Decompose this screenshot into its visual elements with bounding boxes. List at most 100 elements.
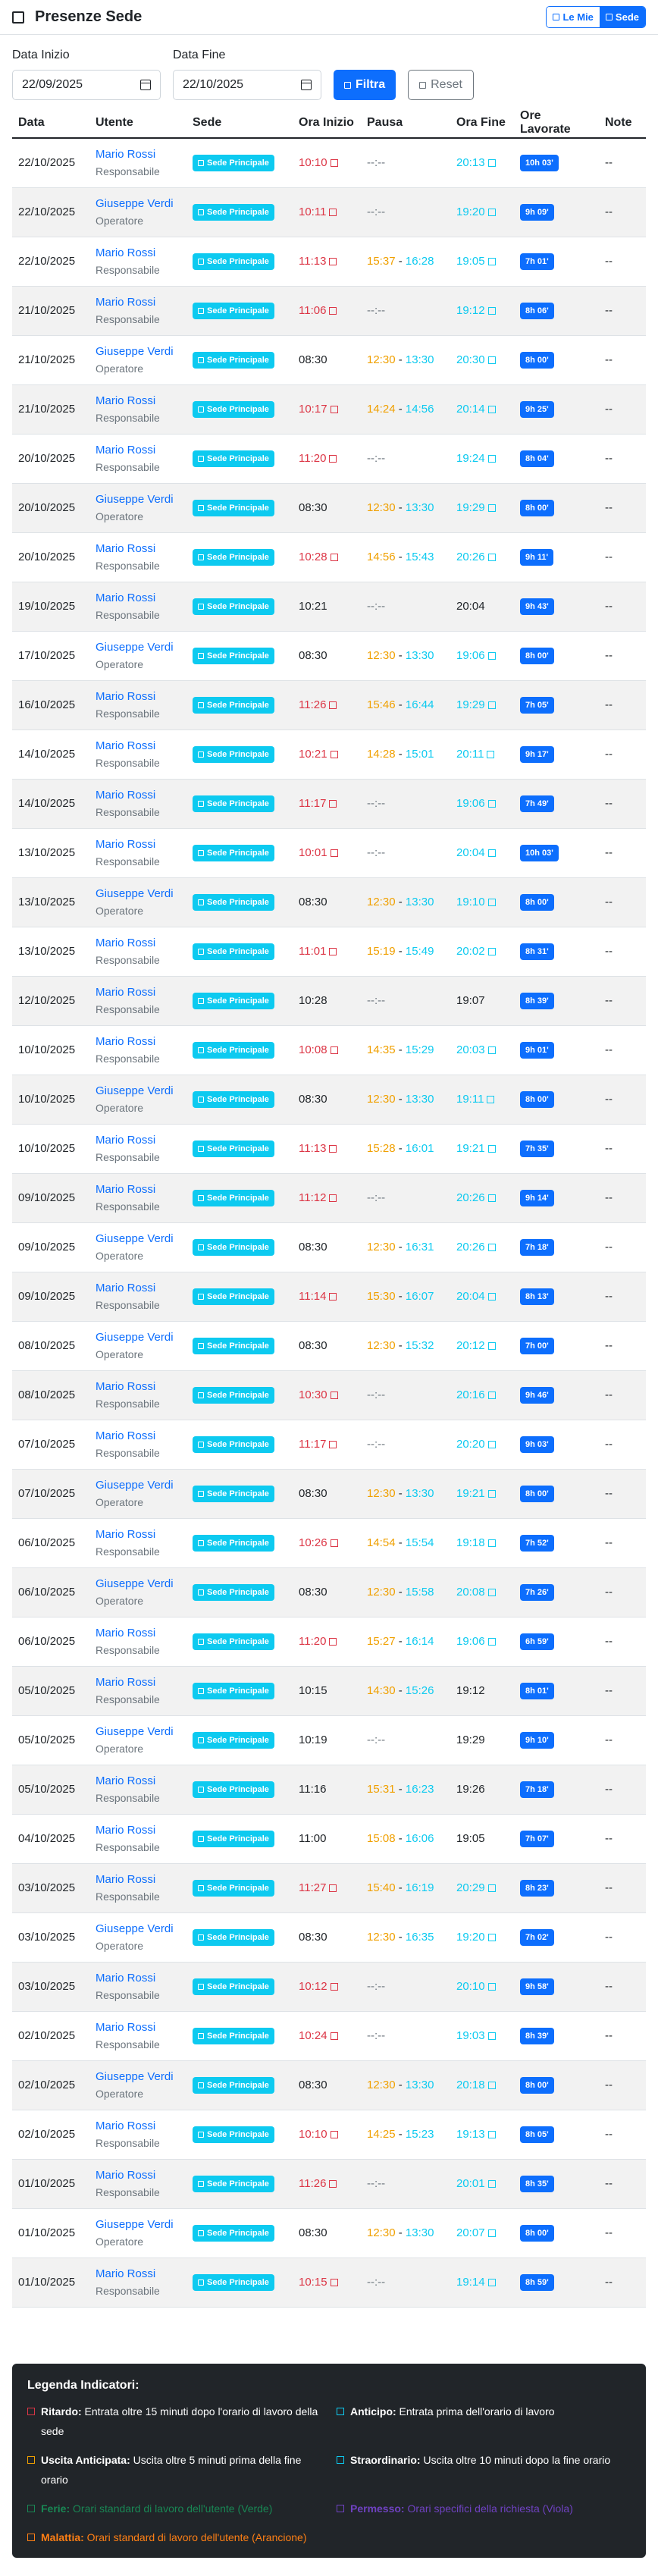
column-header[interactable]: Sede [186, 108, 293, 139]
user-name-link[interactable]: Giuseppe Verdi [96, 1232, 174, 1245]
user-name-link[interactable]: Giuseppe Verdi [96, 2070, 174, 2083]
user-name-link[interactable]: Mario Rossi [96, 1676, 156, 1689]
toggle-site-button[interactable]: Sede [599, 7, 645, 27]
user-name-link[interactable]: Mario Rossi [96, 1282, 156, 1294]
user-name-link[interactable]: Mario Rossi [96, 1824, 156, 1837]
late-indicator-icon [330, 406, 338, 413]
user-name-link[interactable]: Mario Rossi [96, 1380, 156, 1393]
user-cell: Mario Rossi Responsabile [89, 1962, 186, 2012]
user-name-link[interactable]: Mario Rossi [96, 1873, 156, 1886]
user-name-link[interactable]: Giuseppe Verdi [96, 887, 174, 900]
building-icon [198, 1145, 204, 1152]
pause-cell: 15:30 - 16:07 [361, 1272, 450, 1322]
user-name-link[interactable]: Mario Rossi [96, 838, 156, 851]
calendar-icon[interactable] [140, 80, 151, 90]
note-cell: -- [599, 730, 646, 780]
table-row: 22/10/2025 Giuseppe Verdi Operatore Sede Pr… [12, 187, 646, 237]
end-time-cell: 19:24 [450, 434, 514, 484]
user-name-link[interactable]: Mario Rossi [96, 1972, 156, 1985]
user-name-link[interactable]: Mario Rossi [96, 1627, 156, 1639]
note-cell: -- [599, 187, 646, 237]
pause-start: 15:30 [367, 1290, 396, 1303]
column-header[interactable]: Ora Fine [450, 108, 514, 139]
column-header[interactable]: Data [12, 108, 89, 139]
user-name-link[interactable]: Mario Rossi [96, 1134, 156, 1147]
pause-end: 16:19 [405, 1881, 434, 1894]
start-date-input[interactable]: 22/09/2025 [12, 70, 161, 100]
user-name-link[interactable]: Giuseppe Verdi [96, 2218, 174, 2231]
column-header[interactable]: Ora Inizio [293, 108, 361, 139]
user-name-link[interactable]: Giuseppe Verdi [96, 641, 174, 654]
user-name-link[interactable]: Mario Rossi [96, 148, 156, 162]
column-header[interactable]: Pausa [361, 108, 450, 139]
toggle-mine-button[interactable]: Le Mie [547, 7, 600, 27]
indicator-square-icon [27, 2407, 35, 2415]
user-name-link[interactable]: Giuseppe Verdi [96, 1922, 174, 1935]
user-name-link[interactable]: Mario Rossi [96, 444, 156, 457]
filter-button[interactable]: Filtra [334, 70, 396, 100]
column-header[interactable]: Ore Lavorate [514, 108, 599, 139]
table-body: 22/10/2025 Mario Rossi Responsabile Sede Pr… [12, 138, 646, 2308]
user-name-link[interactable]: Giuseppe Verdi [96, 197, 174, 210]
user-name-link[interactable]: Mario Rossi [96, 739, 156, 752]
user-name-link[interactable]: Giuseppe Verdi [96, 493, 174, 506]
pause-empty: --:-- [367, 797, 386, 810]
user-name-link[interactable]: Mario Rossi [96, 296, 156, 309]
hours-cell: 8h 05' [514, 2110, 599, 2160]
user-name-link[interactable]: Mario Rossi [96, 1774, 156, 1787]
late-indicator-icon [330, 1046, 338, 1054]
user-name-link[interactable]: Mario Rossi [96, 394, 156, 407]
site-cell: Sede Principale [186, 138, 293, 188]
building-icon [198, 258, 204, 265]
date-cell: 20/10/2025 [12, 483, 89, 533]
user-name-link[interactable]: Giuseppe Verdi [96, 1725, 174, 1738]
user-name-link[interactable]: Mario Rossi [96, 937, 156, 949]
user-cell: Mario Rossi Responsabile [89, 384, 186, 435]
user-name-link[interactable]: Mario Rossi [96, 246, 156, 259]
user-name-link[interactable]: Giuseppe Verdi [96, 345, 174, 358]
calendar-icon[interactable] [301, 80, 312, 90]
user-name-link[interactable]: Giuseppe Verdi [96, 1331, 174, 1344]
user-name-link[interactable]: Mario Rossi [96, 2267, 156, 2280]
user-name-link[interactable]: Mario Rossi [96, 2119, 156, 2132]
user-name-link[interactable]: Mario Rossi [96, 690, 156, 703]
site-cell: Sede Principale [186, 779, 293, 829]
reset-button-label: Reset [431, 78, 462, 91]
hours-badge: 9h 03' [520, 1435, 554, 1453]
start-time: 10:28 [299, 994, 327, 1007]
end-time: 20:14 [456, 403, 485, 416]
user-name-link[interactable]: Mario Rossi [96, 1183, 156, 1196]
column-header[interactable]: Utente [89, 108, 186, 139]
note-cell: -- [599, 2060, 646, 2110]
user-name-link[interactable]: Mario Rossi [96, 2169, 156, 2182]
user-name-link[interactable]: Giuseppe Verdi [96, 1479, 174, 1492]
user-name-link[interactable]: Mario Rossi [96, 1429, 156, 1442]
user-name-link[interactable]: Mario Rossi [96, 591, 156, 604]
user-name-link[interactable]: Mario Rossi [96, 1035, 156, 1048]
user-role: Responsabile [96, 461, 160, 473]
pause-separator: - [395, 748, 406, 761]
start-time-cell: 11:16 [293, 1765, 361, 1815]
pause-end: 15:29 [405, 1043, 434, 1056]
date-cell: 16/10/2025 [12, 680, 89, 730]
user-name-link[interactable]: Mario Rossi [96, 789, 156, 802]
user-name-link[interactable]: Giuseppe Verdi [96, 1084, 174, 1097]
user-name-link[interactable]: Mario Rossi [96, 542, 156, 555]
start-time-cell: 08:30 [293, 1075, 361, 1125]
end-time: 20:16 [456, 1388, 485, 1401]
column-header[interactable]: Note [599, 108, 646, 139]
pause-end: 13:30 [405, 1487, 434, 1500]
building-icon [198, 307, 204, 314]
building-icon [198, 2180, 204, 2187]
end-time: 20:18 [456, 2079, 485, 2091]
note-cell: -- [599, 779, 646, 829]
user-name-link[interactable]: Mario Rossi [96, 1528, 156, 1541]
user-name-link[interactable]: Mario Rossi [96, 986, 156, 999]
overtime-indicator-icon [487, 1441, 496, 1448]
reset-button[interactable]: Reset [408, 70, 474, 100]
end-date-input[interactable]: 22/10/2025 [173, 70, 321, 100]
end-time-cell: 19:18 [450, 1518, 514, 1568]
overtime-indicator-icon [487, 1884, 496, 1892]
user-name-link[interactable]: Mario Rossi [96, 2021, 156, 2034]
user-name-link[interactable]: Giuseppe Verdi [96, 1577, 174, 1590]
